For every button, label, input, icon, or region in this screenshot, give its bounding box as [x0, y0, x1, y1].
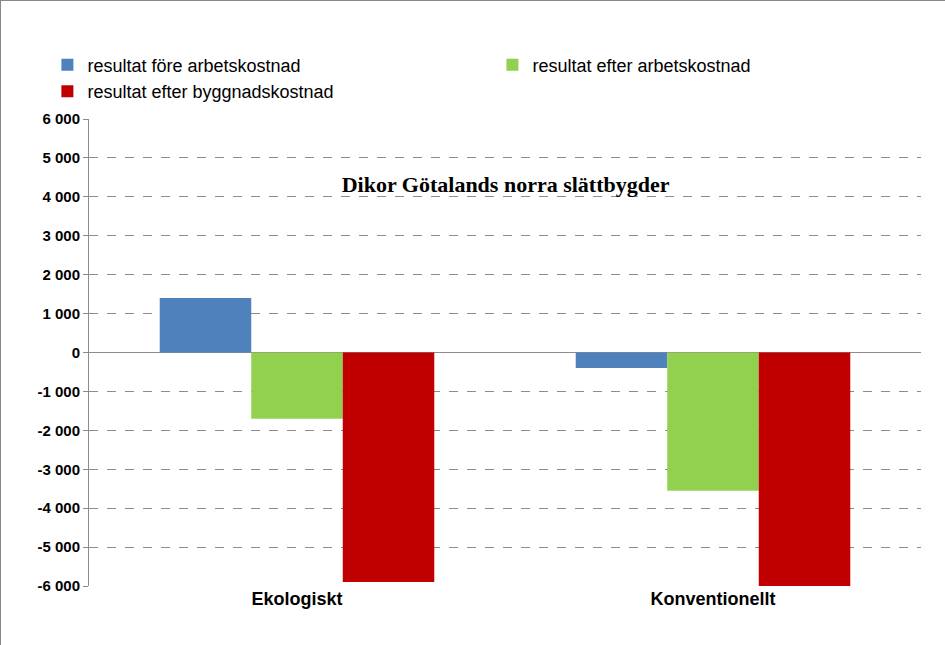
- svg-text:1 000: 1 000: [42, 305, 80, 322]
- svg-text:3 000: 3 000: [42, 227, 80, 244]
- svg-text:Konventionellt: Konventionellt: [651, 589, 776, 609]
- svg-text:2 000: 2 000: [42, 266, 80, 283]
- svg-text:resultat efter byggnadskostnad: resultat efter byggnadskostnad: [87, 82, 333, 102]
- svg-text:Dikor Götalands norra slättbyg: Dikor Götalands norra slättbygder: [342, 172, 670, 197]
- svg-text:-3 000: -3 000: [37, 461, 80, 478]
- svg-text:-6 000: -6 000: [37, 577, 80, 594]
- svg-text:-5 000: -5 000: [37, 538, 80, 555]
- svg-text:0: 0: [72, 344, 80, 361]
- svg-text:Ekologiskt: Ekologiskt: [251, 589, 342, 609]
- svg-text:6 000: 6 000: [42, 110, 80, 127]
- svg-text:-4 000: -4 000: [37, 499, 80, 516]
- svg-text:resultat före arbetskostnad: resultat före arbetskostnad: [87, 56, 300, 76]
- svg-text:-2 000: -2 000: [37, 422, 80, 439]
- svg-text:5 000: 5 000: [42, 149, 80, 166]
- svg-text:-1 000: -1 000: [37, 383, 80, 400]
- svg-text:resultat efter arbetskostnad: resultat efter arbetskostnad: [532, 56, 750, 76]
- svg-text:4 000: 4 000: [42, 188, 80, 205]
